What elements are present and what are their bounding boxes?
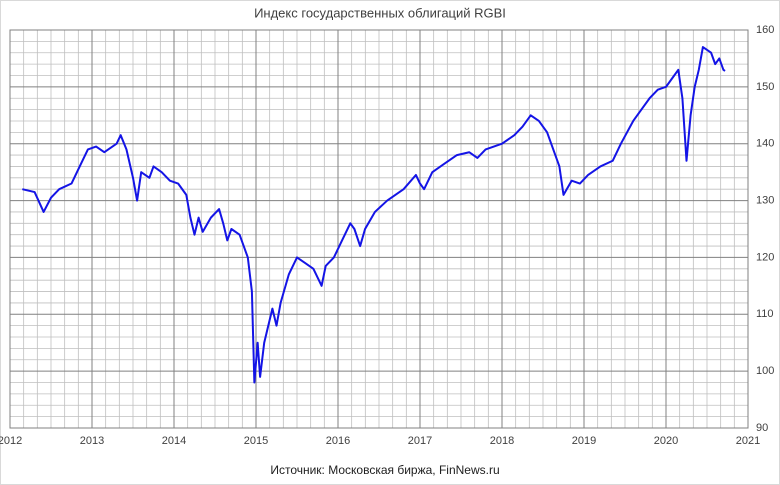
x-tick-label: 2017 bbox=[408, 435, 432, 447]
y-tick-label: 110 bbox=[756, 308, 774, 320]
x-tick-label: 2014 bbox=[162, 435, 186, 447]
data-line bbox=[22, 46, 726, 384]
x-tick-label: 2018 bbox=[490, 435, 514, 447]
y-tick-label: 100 bbox=[756, 365, 774, 377]
y-tick-label: 160 bbox=[756, 24, 774, 36]
x-tick-label: 2020 bbox=[654, 435, 678, 447]
x-tick-label: 2013 bbox=[80, 435, 104, 447]
y-tick-label: 130 bbox=[756, 194, 774, 206]
plot-frame bbox=[9, 29, 749, 429]
x-tick-label: 2016 bbox=[326, 435, 350, 447]
chart-title: Индекс государственных облигаций RGBI bbox=[254, 5, 506, 20]
y-tick-label: 150 bbox=[756, 81, 774, 93]
y-tick-label: 120 bbox=[756, 251, 774, 263]
x-tick-label: 2012 bbox=[0, 435, 22, 447]
source-note: Источник: Московская биржа, FinNews.ru bbox=[270, 463, 499, 477]
y-tick-label: 90 bbox=[756, 422, 768, 434]
y-tick-label: 140 bbox=[756, 138, 774, 150]
x-tick-label: 2021 bbox=[736, 435, 760, 447]
x-tick-label: 2015 bbox=[244, 435, 268, 447]
x-tick-label: 2019 bbox=[572, 435, 596, 447]
